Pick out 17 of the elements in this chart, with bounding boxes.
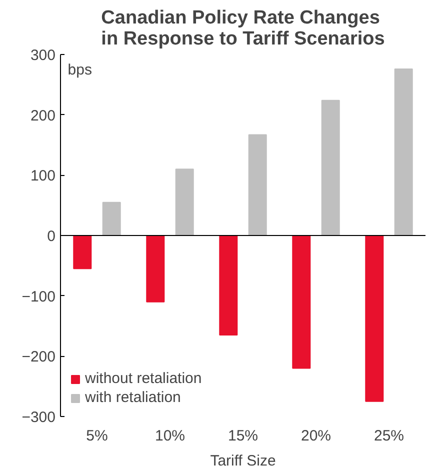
- y-tick-label: 100: [30, 168, 56, 185]
- legend-label: without retaliation: [85, 370, 202, 387]
- x-axis-title: Tariff Size: [210, 452, 276, 470]
- x-tick-label: 20%: [300, 428, 332, 444]
- y-tick-label: 200: [30, 107, 56, 124]
- y-tick-label: −300: [22, 409, 56, 426]
- annotation: bps: [68, 62, 92, 78]
- x-tick-label: 25%: [374, 428, 404, 444]
- chart-title: Canadian Policy Rate Changes in Response to Tariff Scenarios: [101, 8, 385, 50]
- x-tick-label: 5%: [86, 428, 108, 444]
- y-tick-label: −200: [22, 348, 56, 366]
- x-tick-label: 10%: [154, 428, 186, 444]
- x-tick-label: 15%: [228, 428, 258, 444]
- y-tick-label: 0: [47, 228, 56, 245]
- legend-label: with retaliation: [85, 389, 181, 406]
- y-tick-label: −100: [22, 288, 56, 306]
- y-tick-label: 300: [30, 47, 56, 64]
